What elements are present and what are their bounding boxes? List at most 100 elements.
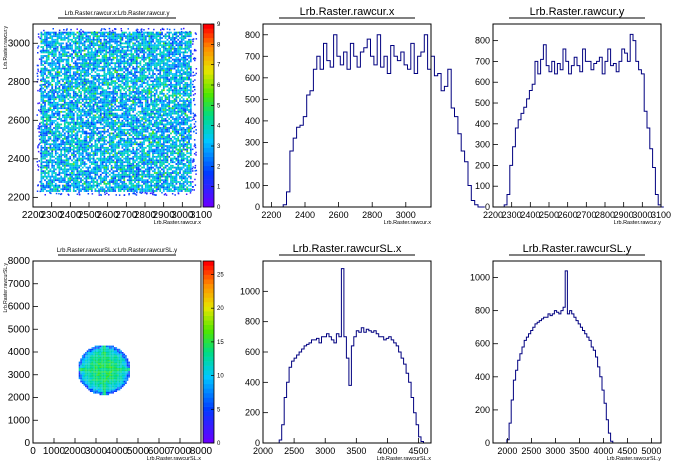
heatmap-cell: [128, 91, 131, 93]
heatmap-cell: [179, 47, 181, 50]
heatmap-cell: [128, 100, 131, 102]
heatmap-cell: [153, 164, 156, 167]
heatmap-cell: [177, 46, 180, 48]
heatmap-cell: [153, 80, 156, 83]
heatmap-cell: [90, 44, 93, 47]
heatmap-cell: [161, 89, 163, 92]
heatmap-cell: [168, 114, 171, 117]
heatmap-cell: [152, 91, 154, 93]
heatmap-cell: [126, 47, 129, 50]
heatmap-cell: [53, 105, 55, 108]
heatmap-cell: [141, 146, 144, 149]
heatmap-cell: [80, 123, 82, 126]
heatmap-cell: [180, 148, 183, 151]
heatmap-cell: [40, 130, 43, 133]
heatmap-cell: [189, 157, 192, 160]
heatmap-cell: [173, 89, 176, 92]
heatmap-cell: [42, 101, 45, 104]
heatmap-cell: [150, 116, 153, 119]
heatmap-cell: [78, 62, 81, 65]
heatmap-cell: [92, 62, 95, 65]
heatmap-cell: [175, 42, 178, 45]
heatmap-cell: [139, 91, 142, 93]
heatmap-cell: [123, 114, 126, 117]
heatmap-cell: [171, 148, 174, 151]
heatmap-cell: [92, 55, 95, 57]
heatmap-cell: [62, 163, 64, 165]
heatmap-cell: [125, 159, 127, 162]
heatmap-cell: [74, 143, 77, 146]
heatmap-cell: [78, 67, 81, 70]
heatmap-cell: [168, 98, 171, 101]
heatmap-cell: [168, 110, 171, 113]
heatmap-cell: [134, 166, 136, 169]
heatmap-cell: [103, 103, 106, 106]
heatmap-cell: [96, 139, 99, 142]
heatmap-cell: [114, 152, 117, 155]
heatmap-cell: [117, 164, 120, 167]
heatmap-cell: [168, 83, 171, 86]
heatmap-cell: [186, 116, 189, 119]
heatmap-cell: [139, 71, 142, 74]
heatmap-cell: [159, 130, 162, 133]
heatmap-cell: [170, 100, 172, 102]
heatmap-cell: [72, 164, 75, 167]
heatmap-cell: [188, 137, 190, 140]
heatmap-cell: [69, 121, 72, 124]
heatmap-cell: [152, 123, 154, 126]
heatmap-cell: [125, 119, 127, 122]
heatmap-cell: [125, 132, 127, 135]
heatmap-cell: [152, 80, 154, 83]
heatmap-cell: [180, 161, 183, 164]
heatmap-cell: [117, 159, 120, 162]
heatmap-cell: [186, 46, 189, 48]
heatmap-cell: [60, 119, 63, 122]
heatmap-cell: [155, 76, 158, 79]
heatmap-cell: [81, 67, 84, 70]
heatmap-cell: [85, 145, 88, 147]
heatmap-cell: [143, 51, 145, 54]
heatmap-cell: [159, 116, 162, 119]
heatmap-cell: [175, 98, 178, 101]
heatmap-cell: [130, 64, 133, 66]
heatmap-cell: [170, 71, 172, 74]
heatmap-cell: [101, 119, 104, 122]
heatmap-cell: [60, 53, 63, 56]
heatmap-cell: [186, 71, 189, 74]
heatmap-cell: [126, 37, 129, 39]
heatmap-cell: [98, 76, 100, 79]
heatmap-cell: [62, 31, 64, 34]
heatmap-cell: [164, 159, 167, 162]
heatmap-cell: [182, 112, 185, 115]
heatmap-cell: [130, 78, 133, 81]
heatmap-cell: [146, 139, 149, 142]
heatmap-cell: [85, 143, 88, 146]
heatmap-cell: [161, 101, 163, 104]
heatmap-cell: [58, 42, 61, 45]
heatmap-cell: [117, 87, 120, 90]
heatmap-cell: [96, 65, 99, 68]
heatmap-cell: [58, 112, 61, 115]
heatmap-cell: [143, 64, 145, 66]
heatmap-cell: [189, 92, 192, 95]
heatmap-cell: [45, 44, 48, 47]
heatmap-cell: [58, 62, 61, 65]
heatmap-cell: [166, 96, 169, 99]
heatmap-cell: [103, 94, 106, 97]
heatmap-cell: [182, 92, 185, 95]
heatmap-cell: [137, 166, 140, 169]
heatmap-cell: [105, 98, 108, 101]
heatmap-cell: [44, 107, 46, 110]
heatmap-cell: [78, 128, 81, 131]
heatmap-cell: [168, 58, 171, 61]
heatmap-cell: [117, 73, 120, 75]
heatmap-cell: [99, 92, 102, 95]
heatmap-cell: [161, 121, 163, 124]
heatmap-cell: [80, 33, 82, 36]
heatmap-cell: [112, 85, 115, 88]
heatmap-cell: [114, 166, 117, 169]
heatmap-cell: [125, 42, 127, 45]
heatmap-cell: [63, 146, 66, 149]
heatmap-cell: [81, 38, 84, 41]
heatmap-cell: [63, 134, 66, 137]
